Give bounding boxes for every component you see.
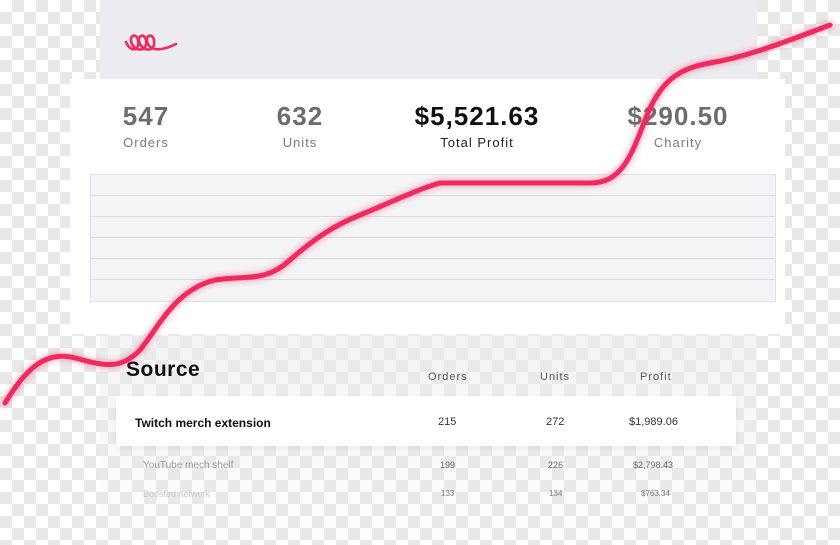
row-source-name: Boosted network bbox=[143, 489, 211, 499]
row-units: 272 bbox=[546, 416, 565, 428]
column-header-units: Units bbox=[540, 371, 571, 383]
stat-orders: 547 Orders bbox=[106, 101, 186, 150]
row-orders: 215 bbox=[438, 416, 457, 428]
stat-total-profit: $5,521.63 Total Profit bbox=[397, 101, 557, 150]
stat-value: $5,521.63 bbox=[414, 101, 540, 131]
row-source-name: Twitch merch extension bbox=[135, 416, 271, 430]
stat-label: Total Profit bbox=[440, 135, 514, 150]
column-header-profit: Profit bbox=[640, 371, 672, 383]
stat-units: 632 Units bbox=[260, 101, 340, 150]
row-units: 134 bbox=[549, 489, 563, 498]
squiggle-logo-icon bbox=[124, 34, 178, 51]
row-orders: 133 bbox=[441, 489, 455, 498]
stat-charity: $290.50 Charity bbox=[608, 101, 748, 150]
row-profit: $763.34 bbox=[641, 489, 670, 498]
row-source-name: YouTube mech shelf bbox=[143, 460, 234, 471]
grid-line bbox=[91, 279, 775, 280]
stats-card: 547 Orders 632 Units $5,521.63 Total Pro… bbox=[70, 79, 785, 334]
stat-value: $290.50 bbox=[627, 101, 729, 131]
grid-line bbox=[91, 195, 775, 196]
stat-label: Charity bbox=[653, 135, 703, 150]
row-profit: $2,798.43 bbox=[633, 460, 674, 470]
chart-area bbox=[90, 174, 776, 302]
stat-value: 547 bbox=[122, 101, 170, 131]
column-header-orders: Orders bbox=[428, 371, 468, 383]
row-profit: $1,989.06 bbox=[629, 416, 678, 428]
row-orders: 199 bbox=[440, 460, 456, 470]
grid-line bbox=[91, 237, 775, 238]
row-units: 226 bbox=[548, 460, 564, 470]
stat-label: Orders bbox=[123, 135, 169, 150]
header-panel bbox=[100, 0, 757, 80]
grid-line bbox=[91, 258, 775, 259]
source-title: Source bbox=[126, 358, 201, 381]
stat-value: 632 bbox=[276, 101, 324, 131]
grid-line bbox=[91, 216, 775, 217]
stat-label: Units bbox=[282, 135, 318, 150]
